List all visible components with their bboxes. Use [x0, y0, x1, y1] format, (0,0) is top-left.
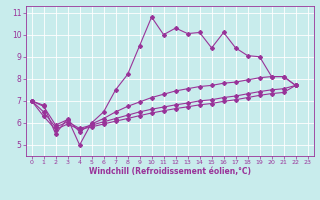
X-axis label: Windchill (Refroidissement éolien,°C): Windchill (Refroidissement éolien,°C): [89, 167, 251, 176]
